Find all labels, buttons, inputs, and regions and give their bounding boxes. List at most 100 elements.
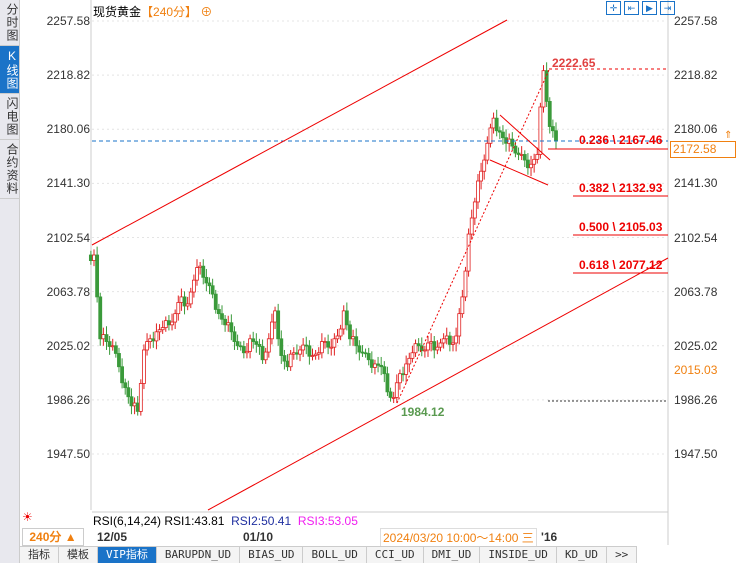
candle-body <box>288 353 293 368</box>
candle-body <box>154 331 159 342</box>
candle-body <box>398 373 402 384</box>
candle-body <box>447 335 452 345</box>
zoom-play-icon[interactable]: ▶ <box>642 1 657 15</box>
candle-body <box>482 159 487 172</box>
candle-body <box>285 360 290 368</box>
zoom-range-icon[interactable]: ⇤ <box>624 1 639 15</box>
candle-body <box>307 345 312 357</box>
indicator-tab[interactable]: INSIDE_UD <box>480 547 557 563</box>
crosshair-icon[interactable]: ✛ <box>606 1 621 15</box>
candle-body <box>404 363 409 375</box>
sidebar-item-flash[interactable]: 闪电图 <box>0 94 19 140</box>
candle-body <box>529 163 533 169</box>
candle-body <box>135 402 140 412</box>
sidebar-item-timeshare[interactable]: 分时图 <box>0 0 19 46</box>
rsi-readout: RSI(6,14,24) RSI1:43.81 RSI2:50.41 RSI3:… <box>93 514 358 528</box>
candle-body <box>429 341 434 344</box>
period-selector[interactable]: 240分 ▲ <box>22 528 84 546</box>
wedge-upper-line[interactable] <box>499 114 551 161</box>
sidebar-item-kline[interactable]: K线图 <box>0 46 19 94</box>
right-price-tick: 2025.02 <box>674 338 718 353</box>
candle-body <box>254 341 259 345</box>
candle-body <box>151 338 156 342</box>
indicator-tab[interactable]: KD_UD <box>557 547 608 563</box>
candle-body <box>176 302 181 315</box>
candle-body <box>160 327 165 331</box>
upper-channel-line[interactable] <box>91 19 508 246</box>
candle-body <box>316 352 321 355</box>
lower-channel-line[interactable] <box>207 257 669 511</box>
candle-body <box>95 254 100 298</box>
candle-body <box>485 142 490 161</box>
left-price-tick: 2141.30 <box>46 176 90 191</box>
candle-body <box>170 321 174 326</box>
indicator-tab[interactable]: BOLL_UD <box>303 547 367 563</box>
candle-body <box>360 351 365 354</box>
candle-body <box>173 313 178 323</box>
candle-body <box>229 322 234 333</box>
candle-body <box>394 382 399 398</box>
indicator-settings-icon[interactable]: ☀ <box>22 510 33 524</box>
candle-body <box>201 265 206 278</box>
candle-body <box>157 329 162 333</box>
candle-body <box>92 254 96 261</box>
candle-body <box>438 342 443 348</box>
sidebar: 分时图 K线图 闪电图 合约资料 <box>0 0 20 563</box>
right-price-tick: 1986.26 <box>674 392 718 407</box>
expand-up-icon[interactable]: ⇑ <box>724 130 733 141</box>
indicator-tab[interactable]: >> <box>607 547 638 563</box>
candle-body <box>182 296 187 307</box>
indicator-tab[interactable]: VIP指标 <box>98 547 157 563</box>
candle-body <box>235 341 240 347</box>
low-label: 1984.12 <box>401 405 445 419</box>
crosshair-add-icon[interactable]: ⊕ <box>200 5 213 19</box>
indicator-tab[interactable]: 指标 <box>20 547 59 563</box>
candle-body <box>369 359 374 368</box>
left-price-tick: 2218.82 <box>46 68 90 83</box>
candle-body <box>132 402 137 407</box>
fib-trend-line[interactable] <box>396 69 550 404</box>
candle-body <box>107 341 112 347</box>
candle-body <box>376 363 380 366</box>
candle-body <box>494 117 499 132</box>
wedge-lower-line[interactable] <box>489 159 549 186</box>
left-price-tick: 2257.58 <box>46 14 90 28</box>
candle-body <box>104 334 109 342</box>
sidebar-item-contract[interactable]: 合约资料 <box>0 140 19 199</box>
candle-body <box>238 345 243 348</box>
fib-0236-label: 0.236 \ 2167.46 <box>579 133 663 147</box>
candle-body <box>407 357 412 365</box>
candle-body <box>491 117 496 129</box>
candle-body <box>516 152 521 155</box>
candle-body <box>422 349 427 352</box>
candle-body <box>291 352 296 355</box>
jump-end-icon[interactable]: ⇥ <box>660 1 675 15</box>
left-price-tick: 2102.54 <box>46 230 90 245</box>
right-price-tick: 2102.54 <box>674 230 718 245</box>
rsi2-value: RSI2:50.41 <box>231 514 292 528</box>
candle-body <box>401 373 405 376</box>
candle-body <box>550 126 555 132</box>
candle-body <box>301 344 306 351</box>
high-label: 2222.65 <box>552 56 596 70</box>
candle-body <box>510 138 515 147</box>
indicator-tab[interactable]: BARUPDN_UD <box>157 547 241 563</box>
indicator-tab[interactable]: CCI_UD <box>367 547 424 563</box>
right-price-tick: 2180.06 <box>674 122 718 137</box>
candle-body <box>513 145 518 154</box>
candle-body <box>195 267 199 281</box>
indicator-tab[interactable]: DMI_UD <box>424 547 481 563</box>
date-label: '16 <box>541 530 558 544</box>
indicator-tab[interactable]: BIAS_UD <box>240 547 304 563</box>
candle-body <box>126 387 131 398</box>
candle-body <box>213 293 218 310</box>
candle-body <box>145 341 149 351</box>
date-label: 01/10 <box>243 530 274 544</box>
candle-body <box>466 233 471 272</box>
candle-body <box>248 338 252 352</box>
candle-body <box>391 397 396 399</box>
candle-body <box>207 282 212 287</box>
candle-body <box>266 338 271 353</box>
indicator-tab[interactable]: 模板 <box>59 547 98 563</box>
